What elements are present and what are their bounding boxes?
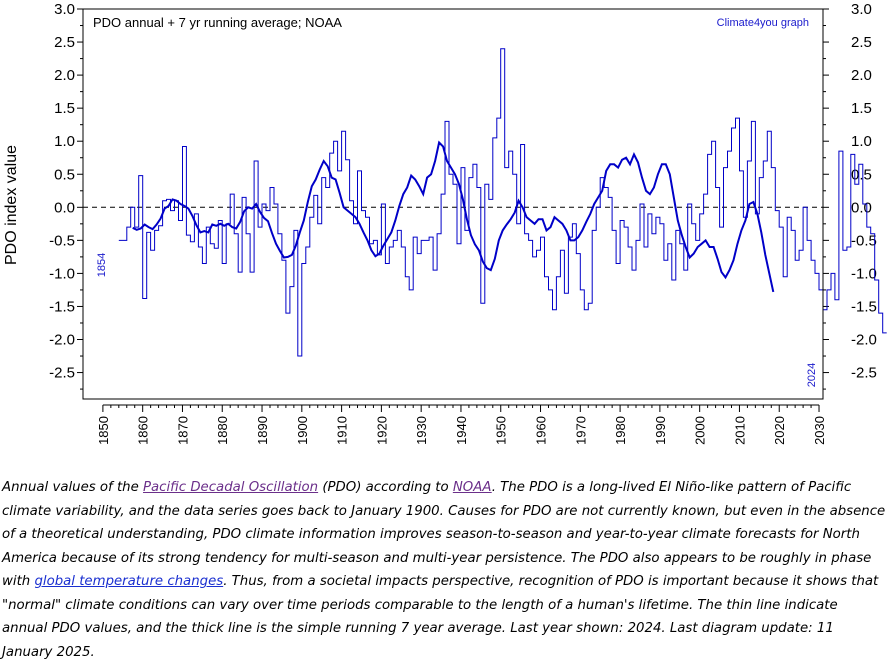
y-tick-label: -2.0 — [851, 332, 877, 349]
y-tick-label: 0.0 — [54, 199, 75, 216]
x-tick-label: 1870 — [175, 416, 190, 445]
x-tick-label: 1980 — [613, 416, 628, 445]
y-axis-left: 3.0 2.5 2.0 1.5 1.0 0.5 0.0 -0.5 -1.0 -1.5 -2.0 -2.… — [49, 1, 83, 390]
y-tick-label: 1.0 — [54, 133, 75, 150]
y-axis-label: PDO index value — [3, 145, 20, 265]
x-tick-label: 1850 — [96, 416, 111, 445]
chart-credit: Climate4you graph — [717, 17, 809, 29]
y-tick-label: -1.5 — [49, 298, 75, 315]
pdo-link[interactable]: Pacific Decadal Oscillation — [143, 480, 319, 495]
y-tick-label: -0.5 — [49, 232, 75, 249]
x-tick-label: 1970 — [573, 416, 588, 445]
caption-text: . Thus, from a societal impacts perspect… — [2, 574, 879, 660]
y-tick-label: 0.5 — [54, 166, 75, 183]
caption-text: Annual values of the — [2, 480, 144, 495]
x-tick-label: 2010 — [732, 416, 747, 445]
y-tick-label: -2.0 — [49, 332, 75, 349]
y-tick-label: -2.5 — [49, 365, 75, 382]
x-tick-label: 1900 — [295, 416, 310, 445]
y-tick-label: 1.5 — [54, 100, 75, 117]
plot-frame — [82, 8, 824, 400]
caption-text: (PDO) according to — [318, 480, 453, 495]
x-tick-label: 1890 — [255, 416, 270, 445]
y-tick-label: 0.5 — [851, 166, 872, 183]
x-tick-label: 1860 — [136, 416, 151, 445]
annual-pdo-series-line — [118, 48, 887, 357]
y-tick-label: 3.0 — [851, 1, 872, 18]
y-tick-label: -1.5 — [851, 298, 877, 315]
x-tick-label: 1880 — [215, 416, 230, 445]
y-tick-label: 2.0 — [54, 67, 75, 84]
caption-text: . The PDO is a long-lived El Niño-like p… — [2, 480, 886, 589]
x-tick-label: 1990 — [653, 416, 668, 445]
x-tick-label: 1910 — [335, 416, 350, 445]
noaa-link[interactable]: NOAA — [452, 480, 492, 495]
y-tick-label: 1.5 — [851, 100, 872, 117]
x-tick-label: 2000 — [693, 416, 708, 445]
y-tick-label: 3.0 — [54, 1, 75, 18]
start-year-label: 1854 — [96, 253, 108, 277]
x-tick-label: 1930 — [414, 416, 429, 445]
global-temperature-link[interactable]: global temperature changes — [34, 574, 224, 589]
x-tick-label: 1950 — [494, 416, 509, 445]
x-tick-label: 1960 — [534, 416, 549, 445]
figure-caption: Annual values of the Pacific Decadal Osc… — [2, 476, 886, 664]
y-tick-label: 1.0 — [851, 133, 872, 150]
x-tick-label: 2030 — [812, 416, 827, 445]
x-tick-label: 2020 — [772, 416, 787, 445]
y-tick-label: -2.5 — [851, 365, 877, 382]
x-axis: 1850 1860 1870 1880 1890 1900 1910 1920 1930 1940… — [96, 404, 827, 445]
y-tick-label: 2.5 — [851, 34, 872, 51]
y-tick-label: 0.0 — [851, 199, 872, 216]
y-tick-label: 2.5 — [54, 34, 75, 51]
y-tick-label: -0.5 — [851, 232, 877, 249]
y-tick-label: 2.0 — [851, 67, 872, 84]
running-average-series-line — [132, 140, 775, 293]
end-year-label: 2024 — [806, 363, 818, 387]
y-axis-right: 3.0 2.5 2.0 1.5 1.0 0.5 0.0 -0.5 -1.0 -1.5 -2.0 -2.… — [823, 1, 877, 390]
pdo-chart: 3.0 2.5 2.0 1.5 1.0 0.5 0.0 -0.5 -1.0 -1.5 -2.0 -2.… — [3, 1, 887, 445]
x-tick-label: 1920 — [374, 416, 389, 445]
y-tick-label: -1.0 — [851, 265, 877, 282]
chart-title: PDO annual + 7 yr running average; NOAA — [93, 15, 342, 30]
y-tick-label: -1.0 — [49, 265, 75, 282]
x-tick-label: 1940 — [454, 416, 469, 445]
